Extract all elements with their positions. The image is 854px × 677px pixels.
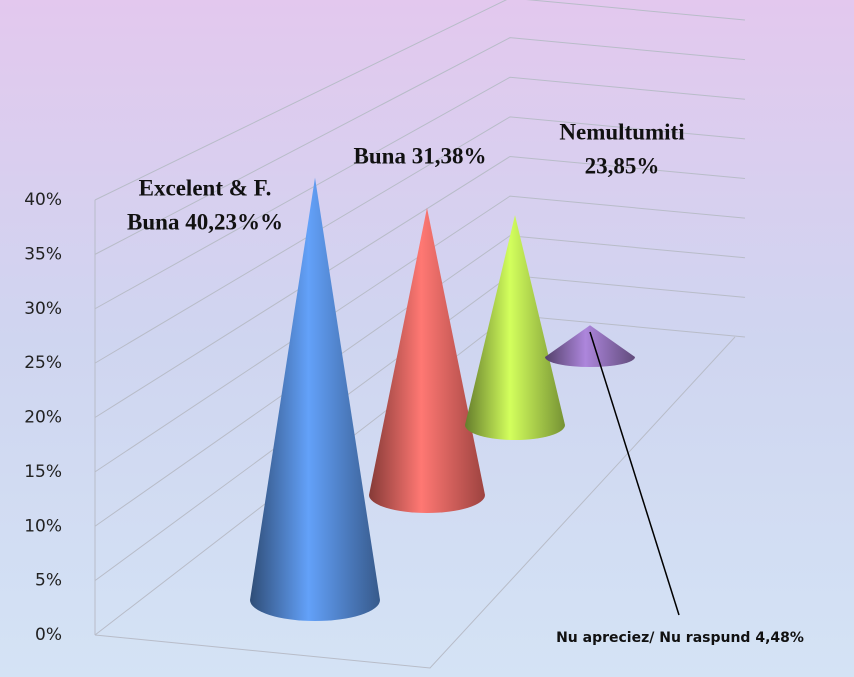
grid-line xyxy=(94,76,746,310)
grid-line xyxy=(94,195,746,473)
y-tick-label: 20% xyxy=(24,408,62,428)
y-tick-label: 0% xyxy=(35,625,62,645)
floor-edge xyxy=(94,336,736,669)
y-tick-label: 35% xyxy=(24,244,62,264)
y-tick-label: 5% xyxy=(35,571,62,591)
data-label: Buna 31,38% xyxy=(354,143,487,168)
y-tick-label: 15% xyxy=(24,462,62,482)
grid-line xyxy=(94,235,746,527)
data-label: Nu apreciez/ Nu raspund 4,48% xyxy=(556,630,804,646)
y-tick-label: 10% xyxy=(24,516,62,536)
y-tick-label: 30% xyxy=(24,299,62,319)
cone xyxy=(465,215,565,440)
grid-line xyxy=(94,0,746,201)
cone xyxy=(545,325,635,367)
grid-line xyxy=(94,116,746,364)
data-label: Excelent & F. xyxy=(139,175,272,200)
y-tick-label: 40% xyxy=(24,190,62,210)
data-label: Nemultumiti xyxy=(559,119,685,144)
y-tick-label: 25% xyxy=(24,353,62,373)
cone xyxy=(369,207,485,514)
leader-line xyxy=(589,331,680,616)
grid-line xyxy=(94,37,746,255)
data-label: Buna 40,23%% xyxy=(127,209,283,234)
data-label: 23,85% xyxy=(585,153,660,178)
cone xyxy=(250,177,380,621)
grid-line xyxy=(94,155,746,418)
